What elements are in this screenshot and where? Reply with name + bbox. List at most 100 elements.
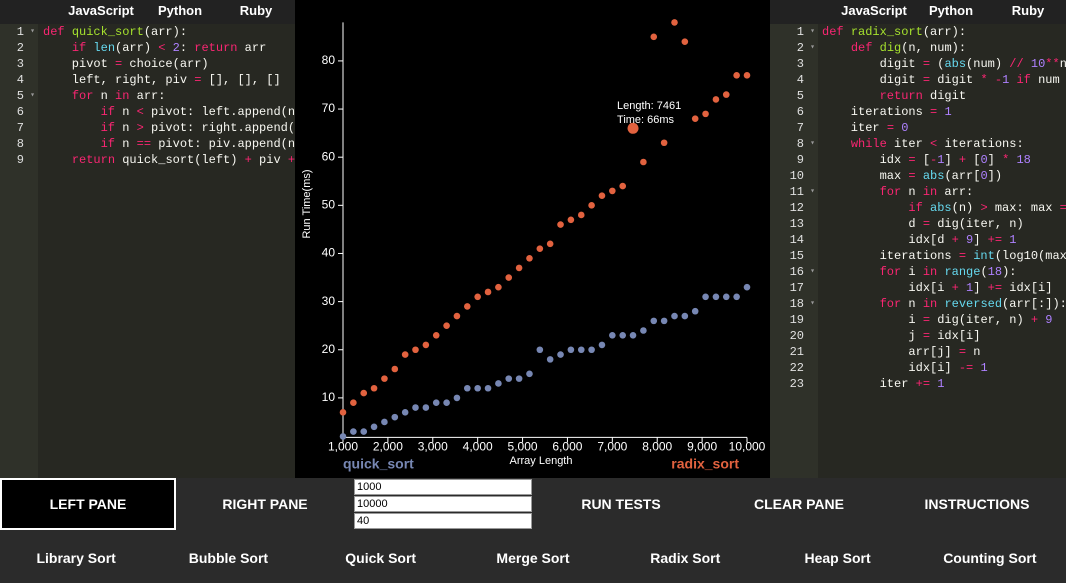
code-token: 0 [980, 153, 988, 167]
tab[interactable]: Ruby [239, 3, 273, 18]
code-text: ]) [987, 169, 1003, 183]
tooltip-text: Time: 66ms [617, 114, 675, 126]
sort-button[interactable]: Quick Sort [345, 549, 417, 566]
code-line: for n in arr: [822, 184, 1066, 200]
button[interactable]: LEFT PANE [0, 478, 176, 530]
code-token: 9 [1045, 313, 1053, 327]
code-line: if n > pivot: right.append( [43, 120, 295, 136]
data-point [474, 384, 481, 392]
button[interactable]: INSTRUCTIONS [924, 496, 1030, 512]
code-token: 0 [901, 121, 909, 135]
sort-button[interactable]: Heap Sort [804, 549, 871, 566]
line-number: 10 [789, 169, 804, 183]
data-point [712, 293, 720, 301]
tab[interactable]: JavaScript [68, 3, 134, 18]
code-line: pivot = choice(arr) [43, 56, 295, 72]
gutter: 1 ▾ 2 3 4 5 ▾ 6 7 8 9 [0, 24, 38, 478]
sort-button[interactable]: Merge Sort [496, 549, 570, 566]
code-token: len [93, 41, 116, 55]
data-point [391, 413, 399, 421]
code-token: 0 [980, 169, 988, 183]
tab[interactable]: Python [928, 3, 974, 18]
code-line: arr[j] = n [822, 344, 1066, 360]
code-token: reversed [944, 297, 1003, 311]
data-point [370, 384, 378, 392]
data-point [505, 274, 513, 281]
data-point [505, 375, 513, 382]
sort-button[interactable]: Bubble Sort [188, 549, 269, 566]
sort-button[interactable]: Radix Sort [650, 549, 721, 566]
code-text: ( [930, 57, 945, 71]
data-point [515, 264, 523, 272]
tab[interactable]: Python [157, 3, 203, 18]
code-token: 2 [172, 41, 180, 55]
line-number: 8 ▾ [796, 137, 815, 151]
code-text: arr: [129, 89, 166, 103]
data-point [391, 365, 399, 373]
code-text: n [93, 89, 116, 103]
data-point [671, 19, 678, 26]
text-input[interactable]: 1000 [354, 479, 532, 495]
data-point [432, 332, 440, 339]
code-editor[interactable]: def radix_sort(arr): def dig(n, num): di… [822, 24, 1066, 478]
tab[interactable]: Ruby [1011, 3, 1045, 18]
line-number: 6 [796, 105, 804, 119]
code-token: += [987, 281, 1003, 295]
code-text: i [822, 313, 923, 327]
fold-arrow[interactable]: ▾ [30, 91, 35, 100]
button[interactable]: CLEAR PANE [754, 496, 844, 512]
code-text: arr [237, 41, 267, 55]
line-number: 8 [16, 137, 24, 151]
code-text: (arr[ [944, 169, 981, 183]
text-input[interactable]: 10000 [354, 496, 532, 512]
line-number: 23 [789, 377, 804, 391]
code-text [43, 41, 72, 55]
code-text [43, 121, 101, 135]
button[interactable]: RIGHT PANE [222, 496, 308, 512]
code-text [844, 25, 851, 39]
sort-button[interactable]: Library Sort [36, 549, 116, 566]
code-text: pivot: piv.append(n [151, 137, 295, 151]
code-token: = [922, 73, 931, 87]
code-text [822, 265, 880, 279]
code-token: == [136, 137, 152, 151]
code-token: * [1002, 153, 1010, 167]
line-number: 12 [789, 201, 804, 215]
fold-arrow[interactable]: ▾ [810, 187, 815, 196]
code-text: d [822, 217, 923, 231]
data-point [526, 254, 533, 262]
code-token: for [71, 89, 94, 103]
data-point [474, 293, 481, 301]
fold-arrow[interactable]: ▾ [810, 139, 815, 148]
data-point [671, 312, 678, 320]
code-token: * [980, 73, 988, 87]
data-point [526, 370, 533, 378]
x-tick-label: 4,000 [463, 440, 493, 454]
x-tick-label: 6,000 [552, 440, 582, 454]
y-axis-label: Run Time(ms) [301, 169, 313, 238]
fold-arrow[interactable]: ▾ [810, 267, 815, 276]
code-token: in [922, 297, 938, 311]
data-point [650, 33, 658, 41]
code-text: dig(iter, n) [930, 313, 1031, 327]
code-token: in [115, 89, 130, 103]
tab[interactable]: JavaScript [841, 3, 907, 18]
sort-button[interactable]: Counting Sort [943, 549, 1037, 566]
fold-arrow[interactable]: ▾ [810, 27, 815, 36]
code-token: in [922, 185, 938, 199]
data-point [588, 202, 595, 209]
code-line: for i in range(18): [822, 264, 1066, 280]
line-number: 13 [789, 217, 804, 231]
code-token: += [987, 233, 1003, 247]
button[interactable]: RUN TESTS [581, 496, 661, 512]
x-axis-label: Array Length [510, 455, 573, 467]
fold-arrow[interactable]: ▾ [810, 43, 815, 52]
code-editor[interactable]: def quick_sort(arr): if len(arr) < 2: re… [43, 24, 295, 478]
fold-arrow[interactable]: ▾ [30, 27, 35, 36]
fold-arrow[interactable]: ▾ [810, 299, 815, 308]
text-input[interactable]: 40 [354, 513, 532, 529]
data-point [381, 375, 388, 382]
code-token: = [922, 313, 931, 327]
code-token: def [43, 25, 65, 39]
